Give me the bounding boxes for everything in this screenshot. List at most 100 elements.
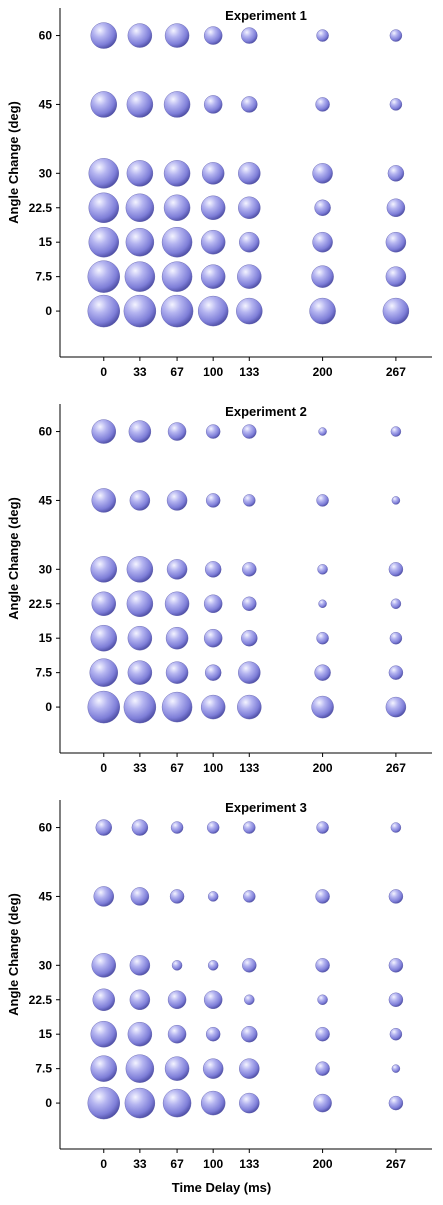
x-tick-label: 67	[170, 365, 184, 379]
data-point	[243, 494, 256, 507]
data-point	[90, 91, 117, 118]
x-tick-label: 0	[100, 365, 107, 379]
data-point	[239, 231, 260, 253]
data-point	[389, 1027, 403, 1041]
x-tick-label: 67	[170, 1157, 184, 1171]
data-point	[197, 295, 229, 327]
data-point	[390, 426, 402, 437]
data-point	[390, 822, 402, 833]
data-point	[164, 1056, 190, 1081]
data-point	[388, 665, 404, 680]
y-tick-label: 60	[39, 29, 53, 43]
y-tick-label: 22.5	[29, 597, 53, 611]
data-point	[167, 990, 187, 1009]
x-axis-label: Time Delay (ms)	[171, 1180, 272, 1195]
x-tick-label: 100	[203, 365, 223, 379]
data-point	[169, 889, 185, 904]
y-tick-label: 7.5	[35, 666, 52, 680]
x-tick-label: 267	[386, 365, 406, 379]
chart-panel-experiment-3: 0 7.5 15 22.5 30 45 60 0 33 67 100 133 200 267 Experim…	[6, 800, 432, 1171]
data-point	[238, 661, 261, 684]
data-point	[318, 427, 327, 436]
data-point	[126, 91, 154, 118]
data-point	[201, 162, 225, 185]
data-point	[202, 1058, 224, 1079]
data-point	[87, 690, 120, 724]
data-point	[205, 493, 221, 508]
data-point	[91, 488, 116, 513]
data-point	[200, 694, 226, 720]
data-point	[207, 960, 219, 971]
data-point	[241, 96, 258, 113]
data-point	[125, 193, 155, 222]
data-point	[315, 97, 330, 112]
y-tick-label: 60	[39, 425, 53, 439]
data-point	[388, 562, 404, 577]
data-point	[241, 27, 258, 44]
data-point	[163, 91, 191, 118]
data-point	[385, 696, 407, 718]
data-point	[316, 494, 329, 507]
data-point	[124, 1087, 156, 1119]
data-point	[313, 1093, 332, 1113]
data-point	[203, 95, 223, 114]
data-point	[315, 1061, 330, 1076]
data-point	[129, 989, 151, 1010]
data-point	[315, 958, 330, 973]
data-point	[124, 261, 156, 292]
data-point	[129, 490, 151, 511]
y-axis-label: Angle Change (deg)	[6, 101, 21, 224]
data-point	[205, 424, 221, 439]
data-point	[317, 994, 328, 1005]
y-tick-label: 15	[39, 235, 53, 249]
data-point	[242, 424, 257, 439]
x-tick-label: 67	[170, 761, 184, 775]
data-point	[95, 819, 112, 836]
x-tick-label: 33	[133, 365, 147, 379]
data-point	[203, 26, 223, 45]
data-point	[91, 419, 116, 444]
data-point	[90, 624, 117, 652]
data-point	[239, 1092, 260, 1114]
data-point	[315, 1026, 330, 1042]
data-point	[161, 691, 193, 723]
x-tick-label: 100	[203, 761, 223, 775]
data-point	[125, 227, 155, 257]
x-tick-label: 0	[100, 761, 107, 775]
data-point	[389, 631, 403, 645]
data-point	[200, 1090, 226, 1116]
y-tick-label: 22.5	[29, 993, 53, 1007]
data-point	[317, 564, 328, 575]
data-point	[87, 294, 120, 328]
data-point	[171, 960, 183, 971]
data-point	[203, 594, 223, 613]
data-point	[203, 628, 223, 648]
x-tick-label: 33	[133, 761, 147, 775]
data-point	[316, 631, 329, 645]
data-point	[241, 629, 258, 647]
data-point	[242, 958, 257, 973]
data-point	[90, 22, 117, 49]
x-tick-label: 133	[239, 365, 259, 379]
chart-title: Experiment 2	[225, 404, 307, 419]
data-point	[164, 23, 190, 48]
data-point	[162, 1088, 192, 1118]
y-tick-label: 30	[39, 562, 53, 576]
data-point	[203, 990, 223, 1009]
data-point	[316, 821, 329, 834]
data-point	[312, 163, 333, 184]
data-point	[129, 955, 151, 976]
data-point	[130, 887, 150, 906]
data-point	[166, 490, 188, 511]
data-point	[312, 231, 333, 253]
y-tick-label: 30	[39, 166, 53, 180]
data-point	[204, 561, 222, 578]
chart-title: Experiment 3	[225, 800, 307, 815]
y-tick-label: 15	[39, 631, 53, 645]
data-point	[389, 98, 403, 111]
data-point	[200, 264, 226, 289]
data-point	[309, 297, 336, 325]
data-point	[388, 889, 404, 904]
data-point	[126, 590, 154, 617]
